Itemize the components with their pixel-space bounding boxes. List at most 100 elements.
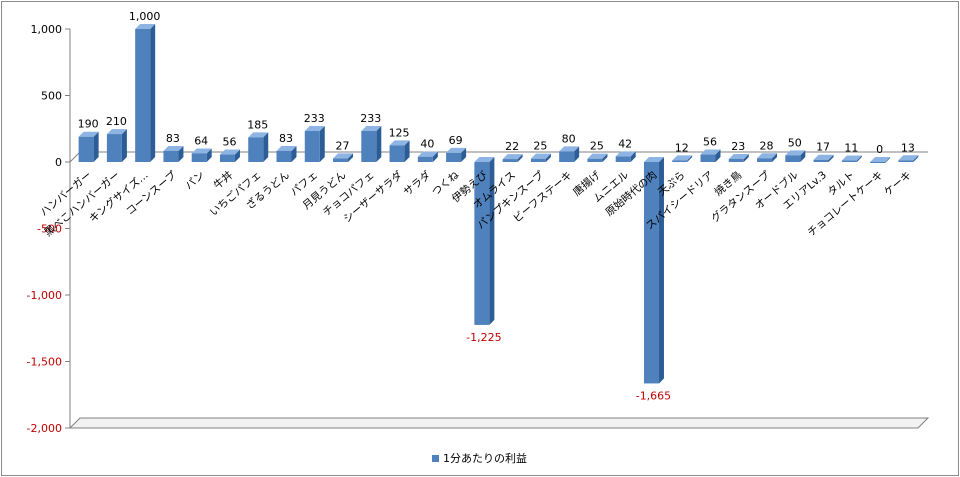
bar-side bbox=[178, 145, 184, 162]
data-label: 185 bbox=[247, 118, 268, 131]
bar bbox=[219, 154, 235, 162]
bar bbox=[757, 158, 773, 162]
bar bbox=[870, 162, 886, 163]
data-label: 80 bbox=[562, 132, 576, 145]
bar-side bbox=[150, 24, 156, 162]
bar-top bbox=[135, 24, 156, 29]
bar bbox=[559, 151, 575, 162]
bar-side bbox=[291, 145, 297, 162]
bar bbox=[700, 154, 716, 162]
bar-top bbox=[361, 126, 382, 132]
bar-top bbox=[474, 157, 495, 162]
bar-top bbox=[78, 131, 99, 137]
bar-side bbox=[461, 147, 467, 162]
bar-top bbox=[757, 153, 778, 159]
bar-top bbox=[276, 145, 297, 151]
bar-top bbox=[898, 155, 919, 161]
bar bbox=[163, 150, 179, 162]
bar-top bbox=[643, 157, 664, 162]
floor-panel bbox=[68, 417, 930, 429]
data-label: 1,000 bbox=[129, 10, 161, 23]
data-label: 0 bbox=[876, 143, 883, 156]
bar bbox=[841, 160, 857, 162]
bar bbox=[474, 162, 490, 325]
data-label: 190 bbox=[78, 118, 99, 131]
data-label: 69 bbox=[449, 134, 463, 147]
bar-side bbox=[93, 131, 99, 162]
data-label: 25 bbox=[590, 140, 604, 153]
bar-top bbox=[700, 149, 721, 155]
category-label: ケーキ bbox=[882, 169, 914, 198]
data-label: 125 bbox=[389, 126, 410, 139]
bar-top bbox=[304, 126, 325, 132]
bar bbox=[304, 131, 320, 162]
data-label: 64 bbox=[194, 134, 208, 147]
data-label: 13 bbox=[901, 141, 915, 154]
bar-side bbox=[489, 157, 495, 325]
bar-side bbox=[348, 153, 354, 162]
bar-side bbox=[687, 155, 693, 162]
data-label: 83 bbox=[279, 132, 293, 145]
data-label: 28 bbox=[760, 139, 774, 152]
bar-side bbox=[432, 151, 438, 162]
data-label: -1,225 bbox=[466, 331, 501, 344]
data-label: 27 bbox=[336, 139, 350, 152]
data-label: 233 bbox=[360, 112, 381, 125]
category-label: サラダ bbox=[401, 168, 434, 199]
bar-top bbox=[587, 153, 608, 159]
bar bbox=[615, 156, 631, 162]
bar bbox=[898, 160, 914, 162]
y-tick-label: 1,000 bbox=[31, 23, 63, 36]
bar bbox=[417, 156, 433, 162]
data-label: 50 bbox=[788, 136, 802, 149]
bar-top bbox=[841, 155, 862, 161]
data-label: 42 bbox=[618, 137, 632, 150]
data-label: 22 bbox=[505, 140, 519, 153]
y-tick-label: -2,000 bbox=[27, 422, 62, 435]
bar-top bbox=[191, 148, 212, 154]
bar bbox=[333, 158, 349, 162]
bar-side bbox=[856, 155, 862, 162]
bar-top bbox=[559, 146, 580, 152]
bar-top bbox=[672, 155, 693, 161]
bar-top bbox=[389, 140, 410, 146]
bar-side bbox=[800, 150, 806, 162]
bar-top bbox=[248, 132, 269, 138]
bar-side bbox=[828, 154, 834, 162]
bar bbox=[106, 134, 122, 162]
bar-side bbox=[743, 153, 749, 162]
bar-top bbox=[446, 147, 467, 153]
bar-side bbox=[263, 132, 269, 162]
legend-swatch bbox=[432, 454, 439, 462]
bar-side bbox=[772, 153, 778, 162]
legend: 1分あたりの利益 bbox=[432, 450, 527, 466]
bar bbox=[191, 153, 207, 162]
y-tick-label: 0 bbox=[55, 156, 62, 169]
data-label: 11 bbox=[844, 142, 858, 155]
legend-label: 1分あたりの利益 bbox=[443, 452, 527, 465]
data-label: 83 bbox=[166, 132, 180, 145]
bar-side bbox=[545, 153, 551, 162]
bar bbox=[78, 136, 94, 162]
category-label: パン bbox=[183, 169, 207, 192]
data-label: 17 bbox=[816, 141, 830, 154]
bar-top bbox=[813, 154, 834, 160]
data-label: 233 bbox=[304, 112, 325, 125]
bar bbox=[446, 152, 462, 162]
bar bbox=[502, 159, 518, 162]
bar bbox=[728, 158, 744, 162]
bar-top bbox=[502, 154, 523, 160]
bar bbox=[672, 160, 688, 162]
data-label: 25 bbox=[533, 140, 547, 153]
bar-side bbox=[319, 126, 325, 162]
bar bbox=[587, 158, 603, 162]
y-tick-label: -500 bbox=[37, 223, 62, 236]
bar bbox=[813, 159, 829, 162]
zero-baseline-depth bbox=[69, 151, 81, 163]
bar-top bbox=[870, 157, 891, 162]
bar-top bbox=[219, 149, 240, 155]
data-label: 40 bbox=[420, 138, 434, 151]
bar-side bbox=[658, 157, 664, 384]
bar-top bbox=[417, 151, 438, 157]
